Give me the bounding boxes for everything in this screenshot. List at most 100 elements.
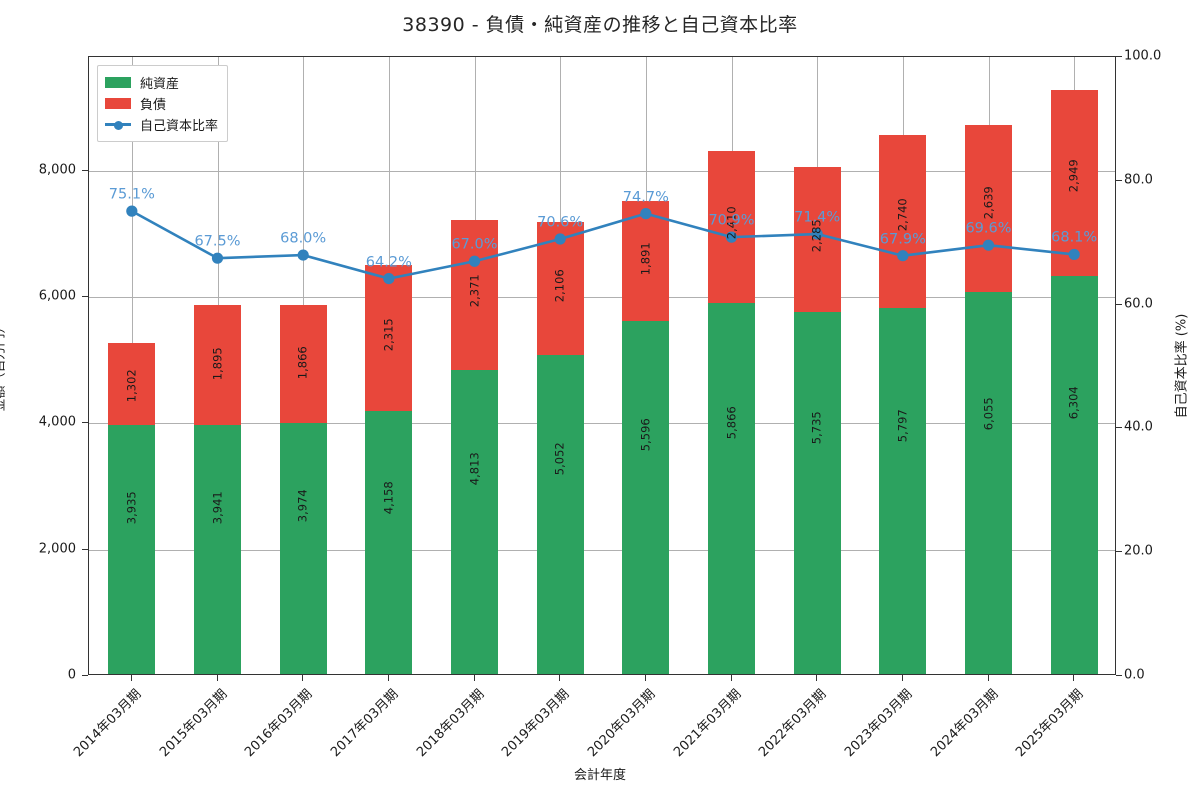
bar-segment-net-assets[interactable]: [622, 320, 670, 674]
bar-segment-liabilities[interactable]: [279, 305, 327, 423]
bar-segment-liabilities[interactable]: [108, 343, 156, 426]
bar-segment-net-assets[interactable]: [964, 291, 1013, 674]
equity-ratio-marker[interactable]: [468, 255, 481, 267]
x-axis-tick: [473, 675, 475, 681]
data-labels-layer: 3,935 1,302 3,941 1,895 3,974 1,866 4,158 2,315…: [89, 57, 1115, 674]
bar-value-label-liabilities: 2,106: [552, 269, 567, 302]
bar-segment-net-assets[interactable]: [108, 425, 156, 674]
bar-segment-liabilities[interactable]: [879, 134, 927, 308]
bar-segment-liabilities[interactable]: [964, 124, 1013, 292]
bar-segment-net-assets[interactable]: [193, 425, 242, 674]
equity-ratio-value-label: 74.7%: [622, 189, 669, 206]
bars-layer: [89, 57, 1115, 674]
bar-segment-liabilities[interactable]: [365, 265, 413, 412]
x-axis-tick: [987, 675, 989, 681]
bar-segment-liabilities[interactable]: [707, 151, 756, 304]
bar-segment-net-assets[interactable]: [793, 311, 841, 674]
bar-group[interactable]: [622, 201, 670, 674]
bar-value-label-liabilities: 2,949: [1066, 159, 1081, 192]
y-axis-tick-label-left: 2,000: [38, 541, 76, 557]
legend-swatch-net-assets: [105, 77, 131, 88]
bar-value-label-liabilities: 2,740: [895, 198, 910, 232]
y-axis-tick-right: [1116, 179, 1122, 181]
equity-ratio-marker[interactable]: [383, 273, 395, 285]
x-axis-tick: [901, 675, 903, 681]
bar-segment-liabilities[interactable]: [193, 305, 242, 426]
bar-group[interactable]: [707, 151, 756, 674]
legend-label-liabilities: 負債: [140, 98, 167, 113]
legend-label-net-assets: 純資産: [140, 77, 180, 92]
x-axis-tick: [387, 675, 389, 681]
bar-group[interactable]: [279, 305, 327, 674]
bar-segment-net-assets[interactable]: [279, 423, 327, 674]
legend-item-liabilities: 負債: [105, 93, 218, 114]
equity-ratio-marker[interactable]: [897, 250, 909, 262]
y-axis-tick-right: [1116, 56, 1122, 57]
y-axis-tick-label-right: 0.0: [1124, 667, 1145, 683]
bar-segment-net-assets[interactable]: [365, 411, 413, 674]
bar-group[interactable]: [793, 167, 841, 674]
bar-value-label-net-assets: 4,813: [466, 452, 481, 486]
y-axis-tick-label-right: 40.0: [1124, 419, 1153, 435]
bar-group[interactable]: [536, 221, 584, 674]
equity-ratio-value-label: 70.6%: [537, 214, 584, 231]
bar-group[interactable]: [964, 124, 1013, 674]
equity-ratio-marker[interactable]: [811, 228, 823, 240]
x-axis-tick: [216, 675, 218, 681]
y-axis-tick-left: [82, 169, 88, 171]
y-axis-tick-left: [82, 422, 88, 424]
equity-ratio-value-label: 67.0%: [451, 236, 498, 253]
bar-value-label-net-assets: 3,974: [295, 489, 310, 523]
y-axis-label-left: 金額（百万円）: [0, 320, 8, 412]
equity-ratio-marker[interactable]: [725, 231, 738, 243]
equity-ratio-marker[interactable]: [297, 249, 309, 261]
y-axis-tick-label-left: 4,000: [38, 414, 76, 430]
bar-segment-net-assets[interactable]: [1050, 275, 1098, 674]
y-axis-tick-label-left: 8,000: [38, 162, 76, 178]
x-axis-tick: [730, 675, 732, 681]
equity-ratio-value-label: 67.5%: [194, 233, 241, 250]
bar-group[interactable]: [193, 305, 242, 674]
y-axis-tick-label-right: 80.0: [1124, 172, 1153, 188]
bar-segment-liabilities[interactable]: [622, 201, 670, 321]
equity-ratio-value-label: 69.6%: [965, 220, 1012, 237]
equity-ratio-line-layer: [89, 57, 1115, 674]
y-axis-tick-right: [1116, 303, 1122, 305]
bar-segment-net-assets[interactable]: [536, 354, 584, 674]
bar-group[interactable]: [108, 343, 156, 674]
equity-ratio-value-label: 71.4%: [794, 209, 841, 226]
gridline-horizontal: [89, 549, 1115, 551]
equity-ratio-marker[interactable]: [1068, 248, 1080, 261]
bar-group[interactable]: [879, 134, 927, 674]
legend-label-equity-ratio: 自己資本比率: [140, 119, 219, 134]
bar-segment-liabilities[interactable]: [450, 220, 499, 370]
equity-ratio-marker[interactable]: [211, 252, 224, 264]
equity-ratio-value-label: 70.9%: [708, 212, 755, 229]
gridline-horizontal: [89, 423, 1115, 425]
gridline-horizontal: [89, 297, 1115, 299]
bar-segment-liabilities[interactable]: [1050, 89, 1098, 276]
bar-value-label-liabilities: 1,302: [124, 369, 139, 402]
legend-swatch-liabilities: [105, 98, 131, 109]
equity-ratio-marker[interactable]: [982, 239, 995, 251]
bar-group[interactable]: [450, 220, 499, 674]
equity-ratio-marker[interactable]: [554, 233, 566, 245]
plot-area: 3,935 1,302 3,941 1,895 3,974 1,866 4,158 2,315…: [88, 56, 1116, 675]
bar-value-label-liabilities: 1,895: [209, 346, 224, 380]
bar-group[interactable]: [365, 265, 413, 674]
bar-segment-net-assets[interactable]: [707, 303, 756, 674]
bar-value-label-liabilities: 1,866: [295, 345, 310, 379]
y-axis-tick-label-right: 100.0: [1124, 48, 1162, 64]
bar-value-label-net-assets: 5,797: [895, 408, 910, 442]
bar-group[interactable]: [1050, 89, 1098, 674]
equity-ratio-marker[interactable]: [640, 208, 652, 220]
y-axis-tick-right: [1116, 675, 1122, 676]
bar-segment-net-assets[interactable]: [879, 307, 927, 674]
chart-legend: 純資産 負債 自己資本比率: [97, 65, 229, 142]
y-axis-tick-left: [82, 548, 88, 550]
bar-value-label-net-assets: 5,735: [809, 411, 824, 445]
equity-ratio-marker[interactable]: [126, 205, 138, 217]
bar-segment-net-assets[interactable]: [450, 370, 499, 674]
legend-line-marker-equity-ratio: [105, 119, 131, 130]
